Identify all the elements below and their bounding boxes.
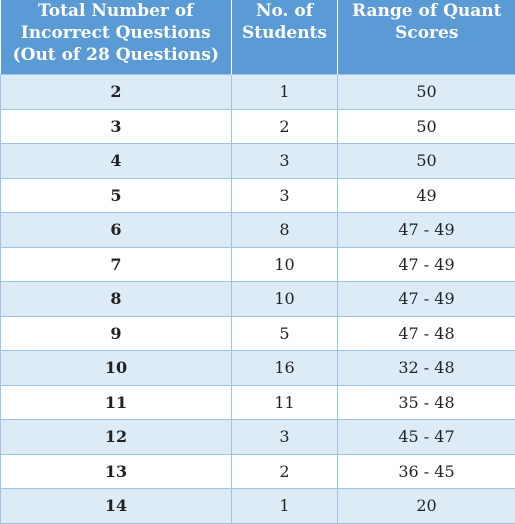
table-row: 2 1 50	[1, 75, 515, 110]
header-no-of-students: No. of Students	[232, 0, 338, 75]
cell-score-range: 36 - 45	[338, 454, 515, 489]
table-row: 14 1 20	[1, 489, 515, 524]
table-row: 4 3 50	[1, 144, 515, 179]
table-row: 3 2 50	[1, 109, 515, 144]
table-row: 6 8 47 - 49	[1, 213, 515, 248]
cell-incorrect-count: 2	[1, 75, 232, 110]
cell-student-count: 16	[232, 351, 338, 386]
cell-score-range: 49	[338, 178, 515, 213]
cell-incorrect-count: 8	[1, 282, 232, 317]
table-header: Total Number of Incorrect Questions (Out…	[1, 0, 515, 75]
header-line: Students	[236, 22, 333, 44]
cell-student-count: 1	[232, 75, 338, 110]
cell-score-range: 50	[338, 144, 515, 179]
cell-incorrect-count: 6	[1, 213, 232, 248]
table-row: 7 10 47 - 49	[1, 247, 515, 282]
cell-student-count: 5	[232, 316, 338, 351]
cell-score-range: 32 - 48	[338, 351, 515, 386]
header-line: Range of Quant	[342, 0, 512, 22]
cell-incorrect-count: 13	[1, 454, 232, 489]
header-line: No. of	[236, 0, 333, 22]
table-row: 13 2 36 - 45	[1, 454, 515, 489]
cell-student-count: 2	[232, 454, 338, 489]
cell-student-count: 3	[232, 420, 338, 455]
cell-incorrect-count: 10	[1, 351, 232, 386]
cell-score-range: 47 - 48	[338, 316, 515, 351]
cell-score-range: 50	[338, 75, 515, 110]
table-row: 5 3 49	[1, 178, 515, 213]
header-line: Scores	[342, 22, 512, 44]
cell-incorrect-count: 7	[1, 247, 232, 282]
table-row: 9 5 47 - 48	[1, 316, 515, 351]
header-line: Incorrect Questions	[5, 22, 228, 44]
cell-student-count: 3	[232, 178, 338, 213]
cell-incorrect-count: 3	[1, 109, 232, 144]
cell-incorrect-count: 5	[1, 178, 232, 213]
header-incorrect-questions: Total Number of Incorrect Questions (Out…	[1, 0, 232, 75]
table-body: 2 1 50 3 2 50 4 3 50 5 3 49 6 8 47 - 49 …	[1, 75, 515, 524]
cell-student-count: 10	[232, 247, 338, 282]
table-row: 10 16 32 - 48	[1, 351, 515, 386]
cell-student-count: 1	[232, 489, 338, 524]
header-range-of-quant-scores: Range of Quant Scores	[338, 0, 515, 75]
table-row: 8 10 47 - 49	[1, 282, 515, 317]
cell-incorrect-count: 9	[1, 316, 232, 351]
table-row: 12 3 45 - 47	[1, 420, 515, 455]
cell-incorrect-count: 12	[1, 420, 232, 455]
cell-score-range: 50	[338, 109, 515, 144]
cell-incorrect-count: 14	[1, 489, 232, 524]
table-row: 11 11 35 - 48	[1, 385, 515, 420]
cell-score-range: 47 - 49	[338, 282, 515, 317]
cell-score-range: 20	[338, 489, 515, 524]
cell-incorrect-count: 4	[1, 144, 232, 179]
cell-student-count: 11	[232, 385, 338, 420]
cell-student-count: 3	[232, 144, 338, 179]
cell-score-range: 47 - 49	[338, 247, 515, 282]
cell-student-count: 8	[232, 213, 338, 248]
header-line: Total Number of	[5, 0, 228, 22]
cell-score-range: 35 - 48	[338, 385, 515, 420]
cell-incorrect-count: 11	[1, 385, 232, 420]
cell-student-count: 10	[232, 282, 338, 317]
cell-student-count: 2	[232, 109, 338, 144]
header-line: (Out of 28 Questions)	[5, 44, 228, 66]
header-row: Total Number of Incorrect Questions (Out…	[1, 0, 515, 75]
cell-score-range: 45 - 47	[338, 420, 515, 455]
cell-score-range: 47 - 49	[338, 213, 515, 248]
